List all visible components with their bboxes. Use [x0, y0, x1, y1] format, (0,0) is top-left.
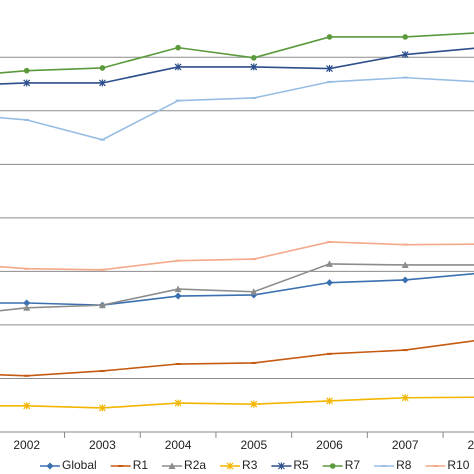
- legend-label: R1: [133, 458, 149, 472]
- x-tick-label: 2006: [316, 438, 343, 452]
- x-tick-label: 2005: [240, 438, 267, 452]
- legend-marker: [226, 462, 234, 470]
- legend-marker: [46, 462, 54, 470]
- legend-marker: [329, 463, 336, 469]
- legend-label: Global: [62, 458, 97, 472]
- legend-label: R10: [447, 458, 469, 472]
- x-tick-label: 2007: [392, 438, 419, 452]
- series-line: [0, 340, 474, 377]
- point-marker: [326, 279, 333, 287]
- plot-area: 2002 2003 2004 2005 2006 2007 2008: [0, 32, 474, 452]
- point-marker: [250, 63, 258, 71]
- point-marker: [251, 55, 257, 61]
- legend-label: R3: [242, 458, 258, 472]
- legend-marker: [168, 462, 176, 469]
- point-marker: [23, 79, 31, 87]
- point-marker: [250, 288, 258, 295]
- series-line: [0, 263, 474, 312]
- legend-label: R8: [396, 458, 412, 472]
- point-marker: [98, 301, 106, 309]
- legend-label: R2a: [184, 458, 206, 472]
- series-line: [0, 32, 474, 74]
- point-marker: [401, 261, 409, 268]
- point-marker: [23, 402, 31, 410]
- point-marker: [174, 63, 182, 71]
- point-marker: [175, 44, 181, 51]
- point-marker: [326, 34, 333, 40]
- point-marker: [250, 400, 258, 408]
- legend-label: R7: [345, 458, 361, 472]
- x-tick-label: 2004: [165, 438, 192, 452]
- point-marker: [174, 292, 182, 300]
- legend: Global R1 R2a R3 R5 R7 R8 R10: [40, 458, 470, 472]
- legend-label: R5: [293, 458, 309, 472]
- point-marker: [401, 276, 409, 284]
- series-line: [0, 241, 474, 271]
- point-marker: [326, 397, 333, 405]
- series-line: [0, 396, 474, 409]
- x-tick-label: 2002: [13, 438, 40, 452]
- point-marker: [401, 51, 409, 59]
- point-marker: [326, 260, 333, 267]
- point-marker: [23, 67, 30, 74]
- legend-marker: [277, 462, 285, 470]
- point-marker: [98, 404, 106, 412]
- point-marker: [98, 79, 106, 87]
- point-marker: [401, 394, 409, 402]
- x-tick-label: 2003: [89, 438, 116, 452]
- series-line: [0, 272, 474, 306]
- x-tick-label: 2008: [468, 438, 474, 452]
- point-marker: [23, 304, 31, 311]
- point-marker: [326, 65, 333, 73]
- point-marker: [402, 34, 409, 40]
- point-marker: [99, 65, 106, 71]
- series-line: [0, 47, 474, 85]
- point-marker: [174, 285, 182, 293]
- point-marker: [174, 399, 182, 407]
- series-line: [0, 76, 474, 141]
- point-marker: [23, 299, 31, 307]
